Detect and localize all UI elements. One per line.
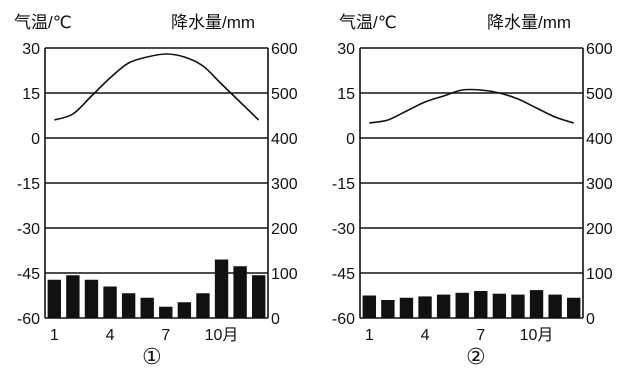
chart2-precip-bar [511,294,525,318]
chart2-precip-bar [548,294,562,318]
chart1-precip-bar [177,302,192,318]
chart2-precip-bar [529,290,544,318]
chart2-precip-tick-label: 300 [586,176,613,193]
chart1-precip-bar [233,266,247,318]
chart2-precip-bar [418,296,432,318]
chart2-precip-bar [399,297,414,318]
chart1-precip-bar [140,297,154,318]
chart1-precip-bar [214,259,229,318]
chart1-temp-tick-label: -60 [17,311,40,328]
chart2-temp-tick-label: 15 [337,86,355,103]
chart2-month-tick-label: 4 [421,327,430,344]
chart2-month-tick-label: 1 [365,327,374,344]
chart2-precip-bar [567,297,581,318]
chart2-month-tick-label: 10月 [520,327,554,344]
chart2-precip-bar [362,295,376,318]
chart2-temp-tick-label: -30 [332,221,355,238]
chart2-temperature-line [369,88,574,124]
chart1-precip-bar [121,293,136,318]
chart2-precip-bar [474,291,488,318]
chart2-temp-tick-label: 0 [346,131,355,148]
chart2-precip-tick-label: 400 [586,131,613,148]
chart1-precip-tick-label: 0 [271,311,280,328]
chart1-temp-axis-label: 气温/℃ [14,13,72,32]
chart1-precip-bar [252,275,266,318]
chart2-precip-bar [455,292,469,318]
chart2-temp-tick-label: -45 [332,266,355,283]
chart2-month-tick-label: 7 [476,327,485,344]
chart2-number-label: ② [466,345,486,370]
chart1-precip-tick-label: 500 [271,86,298,103]
chart2-precip-tick-label: 500 [586,86,613,103]
chart1-precip-bar [84,279,99,318]
chart1-month-tick-label: 1 [50,327,59,344]
chart2-precip-axis-label: 降水量/mm [487,13,571,32]
chart1-month-tick-label: 4 [106,327,115,344]
chart1-precip-bar [47,279,61,318]
chart1-month-tick-label: 7 [161,327,170,344]
chart1-temp-tick-label: 0 [31,131,40,148]
chart2-precip-bar [436,294,451,318]
chart2-temp-tick-label: 30 [337,41,355,58]
chart2-temp-tick-label: -60 [332,311,355,328]
chart2-precip-tick-label: 100 [586,266,613,283]
chart1-precip-bar [66,275,80,318]
chart1-precip-tick-label: 300 [271,176,298,193]
chart1-precip-bar [159,306,173,318]
chart1-precip-axis-label: 降水量/mm [171,13,255,32]
chart1-month-tick-label: 10月 [205,327,239,344]
chart2-precip-tick-label: 200 [586,221,613,238]
chart1-temp-tick-label: 15 [22,86,40,103]
chart1-temp-tick-label: -45 [17,266,40,283]
chart1-temp-tick-label: 30 [22,41,40,58]
chart2-precip-bar [381,300,395,318]
chart1-temperature-line [54,53,260,121]
chart2-precip-tick-label: 0 [586,311,595,328]
chart1-temp-tick-label: -15 [17,176,40,193]
chart2-precip-bar [492,293,507,318]
chart1-number-label: ① [142,345,162,370]
chart2-precip-tick-label: 600 [586,41,613,58]
chart2-temp-axis-label: 气温/℃ [339,13,397,32]
chart1-precip-tick-label: 200 [271,221,298,238]
chart1-precip-bar [103,286,117,318]
chart1-precip-tick-label: 100 [271,266,298,283]
chart1-precip-tick-label: 600 [271,41,298,58]
chart1-precip-bar [196,293,210,318]
chart2-temp-tick-label: -15 [332,176,355,193]
chart1-temp-tick-label: -30 [17,221,40,238]
chart1-precip-tick-label: 400 [271,131,298,148]
